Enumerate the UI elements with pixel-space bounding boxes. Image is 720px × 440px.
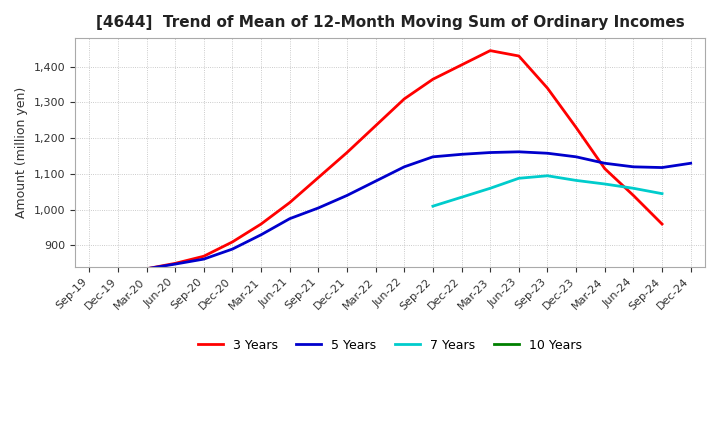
- Legend: 3 Years, 5 Years, 7 Years, 10 Years: 3 Years, 5 Years, 7 Years, 10 Years: [193, 334, 588, 357]
- Line: 3 Years: 3 Years: [89, 51, 662, 273]
- 3 Years: [372, 123, 380, 128]
- 5 Years: [85, 270, 94, 275]
- 5 Years: [257, 232, 266, 238]
- 3 Years: [285, 200, 294, 205]
- Line: 7 Years: 7 Years: [433, 176, 662, 206]
- Y-axis label: Amount (million yen): Amount (million yen): [15, 87, 28, 218]
- 3 Years: [228, 239, 237, 245]
- 5 Years: [372, 179, 380, 184]
- 5 Years: [228, 246, 237, 252]
- 5 Years: [428, 154, 437, 159]
- 3 Years: [400, 96, 408, 102]
- 5 Years: [600, 161, 609, 166]
- 7 Years: [457, 194, 466, 200]
- 3 Years: [199, 253, 208, 259]
- 3 Years: [486, 48, 495, 53]
- 5 Years: [686, 161, 695, 166]
- 3 Years: [142, 266, 150, 271]
- 5 Years: [199, 257, 208, 262]
- 5 Years: [486, 150, 495, 155]
- 5 Years: [400, 164, 408, 169]
- 3 Years: [85, 271, 94, 276]
- 3 Years: [171, 261, 179, 266]
- 5 Years: [314, 205, 323, 211]
- 5 Years: [114, 271, 122, 276]
- 3 Years: [600, 166, 609, 171]
- 5 Years: [171, 261, 179, 267]
- 3 Years: [114, 268, 122, 274]
- 3 Years: [428, 77, 437, 82]
- 3 Years: [629, 193, 638, 198]
- 3 Years: [343, 150, 351, 155]
- 3 Years: [457, 62, 466, 68]
- 5 Years: [543, 150, 552, 156]
- 3 Years: [257, 221, 266, 227]
- 3 Years: [657, 221, 666, 227]
- 3 Years: [572, 125, 580, 130]
- 3 Years: [515, 53, 523, 59]
- 7 Years: [572, 178, 580, 183]
- 5 Years: [142, 266, 150, 271]
- 5 Years: [572, 154, 580, 159]
- 3 Years: [314, 175, 323, 180]
- 7 Years: [486, 186, 495, 191]
- Line: 5 Years: 5 Years: [89, 152, 690, 273]
- 5 Years: [343, 193, 351, 198]
- 7 Years: [600, 181, 609, 187]
- 7 Years: [515, 176, 523, 181]
- 3 Years: [543, 85, 552, 91]
- 5 Years: [457, 152, 466, 157]
- 5 Years: [285, 216, 294, 221]
- Title: [4644]  Trend of Mean of 12-Month Moving Sum of Ordinary Incomes: [4644] Trend of Mean of 12-Month Moving …: [96, 15, 684, 30]
- 7 Years: [657, 191, 666, 196]
- 7 Years: [629, 186, 638, 191]
- 7 Years: [428, 204, 437, 209]
- 5 Years: [657, 165, 666, 170]
- 5 Years: [515, 149, 523, 154]
- 5 Years: [629, 164, 638, 169]
- 7 Years: [543, 173, 552, 178]
